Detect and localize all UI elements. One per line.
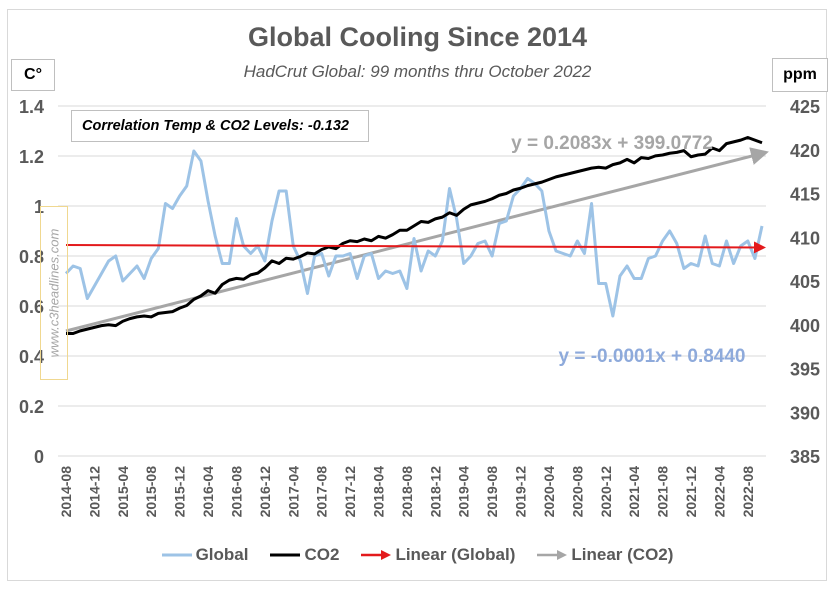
x-tick-label: 2022-08: [740, 466, 756, 518]
x-tick-label: 2014-12: [86, 466, 102, 518]
y-right-tick-label: 425: [790, 97, 820, 117]
arrow-icon: [361, 550, 392, 560]
watermark: www.c3headlines.com: [40, 206, 68, 380]
x-tick-label: 2020-08: [569, 466, 585, 518]
x-tick-label: 2015-12: [172, 466, 188, 518]
trend-global-equation: y = -0.0001x + 0.8440: [559, 346, 746, 367]
y-right-tick-label: 390: [790, 403, 820, 423]
legend-item-global: Global: [161, 545, 249, 565]
y-right-tick-label: 410: [790, 228, 820, 248]
y-left-tick-label: 0.8: [19, 247, 44, 267]
line-icon: [270, 553, 301, 557]
y-right-tick-label: 405: [790, 272, 820, 292]
x-tick-label: 2014-08: [58, 466, 74, 518]
y-right-tick-label: 395: [790, 360, 820, 380]
x-tick-label: 2019-08: [484, 466, 500, 518]
y-left-tick-label: 0.2: [19, 397, 44, 417]
y-right-tick-label: 415: [790, 185, 820, 205]
x-tick-label: 2016-12: [257, 466, 273, 518]
y-right-tick-label: 400: [790, 316, 820, 336]
y-left-tick-label: 0: [34, 447, 44, 467]
x-tick-label: 2020-04: [541, 466, 557, 518]
x-tick-label: 2015-04: [115, 466, 131, 518]
line-icon: [161, 553, 192, 557]
x-tick-label: 2016-04: [200, 466, 216, 518]
legend: Global CO2 Linear (Global) Linear (CO2): [0, 545, 835, 565]
chart-frame: [7, 9, 827, 581]
x-tick-label: 2018-12: [427, 466, 443, 518]
x-tick-label: 2016-08: [228, 466, 244, 518]
x-tick-label: 2022-04: [711, 466, 727, 518]
left-axis-unit-label: C°: [11, 59, 55, 91]
chart-title: Global Cooling Since 2014: [247, 22, 588, 52]
series-co2-line: [66, 136, 763, 335]
legend-label: Global: [195, 545, 249, 564]
right-axis-unit-label: ppm: [772, 58, 828, 92]
x-tick-label: 2017-12: [342, 466, 358, 518]
watermark-text: www.c3headlines.com: [46, 228, 62, 358]
y-left-tick-label: 1: [34, 197, 44, 217]
x-tick-label: 2021-04: [626, 466, 642, 518]
x-tick-label: 2018-04: [370, 466, 386, 518]
y-left-tick-label: 1.4: [19, 97, 44, 117]
trend-co2-equation: y = 0.2083x + 399.0772: [511, 133, 713, 154]
y-left-tick-label: 1.2: [19, 147, 44, 167]
chart-subtitle: HadCrut Global: 99 months thru October 2…: [243, 62, 592, 81]
x-tick-label: 2019-12: [513, 466, 529, 518]
x-tick-label: 2021-12: [683, 466, 699, 518]
y-left-tick-label: 0.4: [19, 347, 44, 367]
correlation-annotation: Correlation Temp & CO2 Levels: -0.132: [71, 110, 369, 142]
legend-label: CO2: [304, 545, 340, 564]
legend-item-linear-co2: Linear (CO2): [537, 545, 673, 565]
x-tick-label: 2015-08: [143, 466, 159, 518]
x-tick-label: 2018-08: [399, 466, 415, 518]
legend-item-linear-global: Linear (Global): [361, 545, 515, 565]
trendline-global: [65, 241, 766, 254]
y-right-tick-label: 420: [790, 141, 820, 161]
legend-item-co2: CO2: [270, 545, 339, 565]
y-right-tick-label: 385: [790, 447, 820, 467]
x-tick-label: 2019-04: [456, 466, 472, 518]
legend-label: Linear (Global): [395, 545, 516, 564]
x-tick-label: 2017-04: [285, 466, 301, 518]
y-left-tick-label: 0.6: [19, 297, 44, 317]
x-tick-label: 2021-08: [655, 466, 671, 518]
series-global-line: [64, 149, 764, 318]
arrow-icon: [537, 550, 568, 560]
x-tick-label: 2017-08: [314, 466, 330, 518]
legend-label: Linear (CO2): [571, 545, 674, 564]
x-tick-label: 2020-12: [598, 466, 614, 518]
